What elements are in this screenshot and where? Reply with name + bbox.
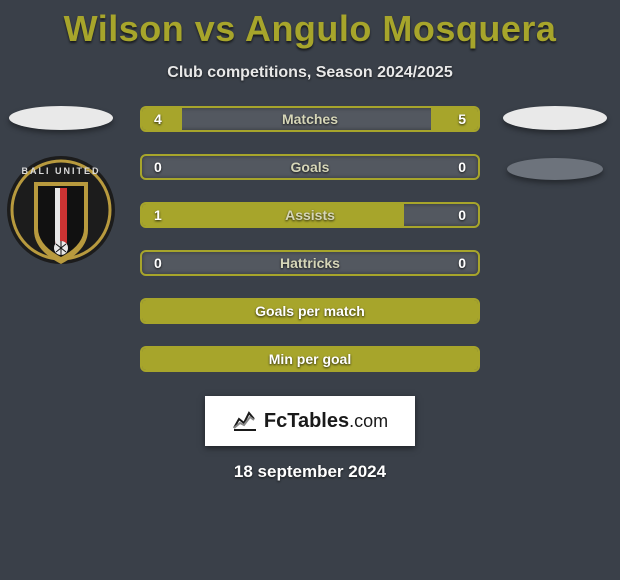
- player-left-badge: BALI UNITED: [6, 152, 116, 278]
- stat-label: Assists: [285, 207, 335, 223]
- stat-bar: 1 0 Assists: [140, 202, 480, 228]
- footer-brand-text: FcTables: [264, 410, 349, 432]
- player-right-shadow: [503, 106, 607, 130]
- stat-bar: Goals per match: [140, 298, 480, 324]
- stat-label: Hattricks: [280, 255, 340, 271]
- stat-label: Goals per match: [255, 303, 365, 319]
- stat-bar: 4 5 Matches: [140, 106, 480, 132]
- player-left-slot: BALI UNITED: [6, 106, 116, 278]
- stat-value-right: 0: [458, 207, 466, 223]
- club-badge-icon: BALI UNITED: [6, 152, 116, 278]
- date-text: 18 september 2024: [0, 462, 620, 482]
- stat-fill-left: [142, 204, 404, 226]
- stat-label: Min per goal: [269, 351, 351, 367]
- stat-bar: 0 0 Goals: [140, 154, 480, 180]
- stat-value-right: 0: [458, 255, 466, 271]
- player-left-shadow: [9, 106, 113, 130]
- stat-value-left: 4: [154, 111, 162, 127]
- stat-bar: Min per goal: [140, 346, 480, 372]
- stat-fill-left: [142, 108, 182, 130]
- comparison-arena: BALI UNITED 4 5 Matches 0 0 Goals 1 0 Assists 0 0 H…: [0, 106, 620, 372]
- chart-icon: [232, 410, 258, 432]
- page-title: Wilson vs Angulo Mosquera: [0, 0, 620, 50]
- footer-brand-suffix: .com: [349, 411, 388, 431]
- footer-logo: FcTables.com: [205, 396, 415, 446]
- svg-text:BALI UNITED: BALI UNITED: [22, 166, 101, 176]
- subtitle: Club competitions, Season 2024/2025: [0, 64, 620, 82]
- stat-bars: 4 5 Matches 0 0 Goals 1 0 Assists 0 0 Hattricks Goal…: [140, 106, 480, 372]
- stat-label: Goals: [291, 159, 330, 175]
- stat-value-left: 0: [154, 255, 162, 271]
- stat-value-left: 0: [154, 159, 162, 175]
- stat-bar: 0 0 Hattricks: [140, 250, 480, 276]
- player-right-slot: [500, 106, 610, 180]
- stat-value-left: 1: [154, 207, 162, 223]
- stat-fill-right: [431, 108, 478, 130]
- stat-value-right: 5: [458, 111, 466, 127]
- player-right-shadow-2: [507, 158, 603, 180]
- stat-value-right: 0: [458, 159, 466, 175]
- stat-label: Matches: [282, 111, 338, 127]
